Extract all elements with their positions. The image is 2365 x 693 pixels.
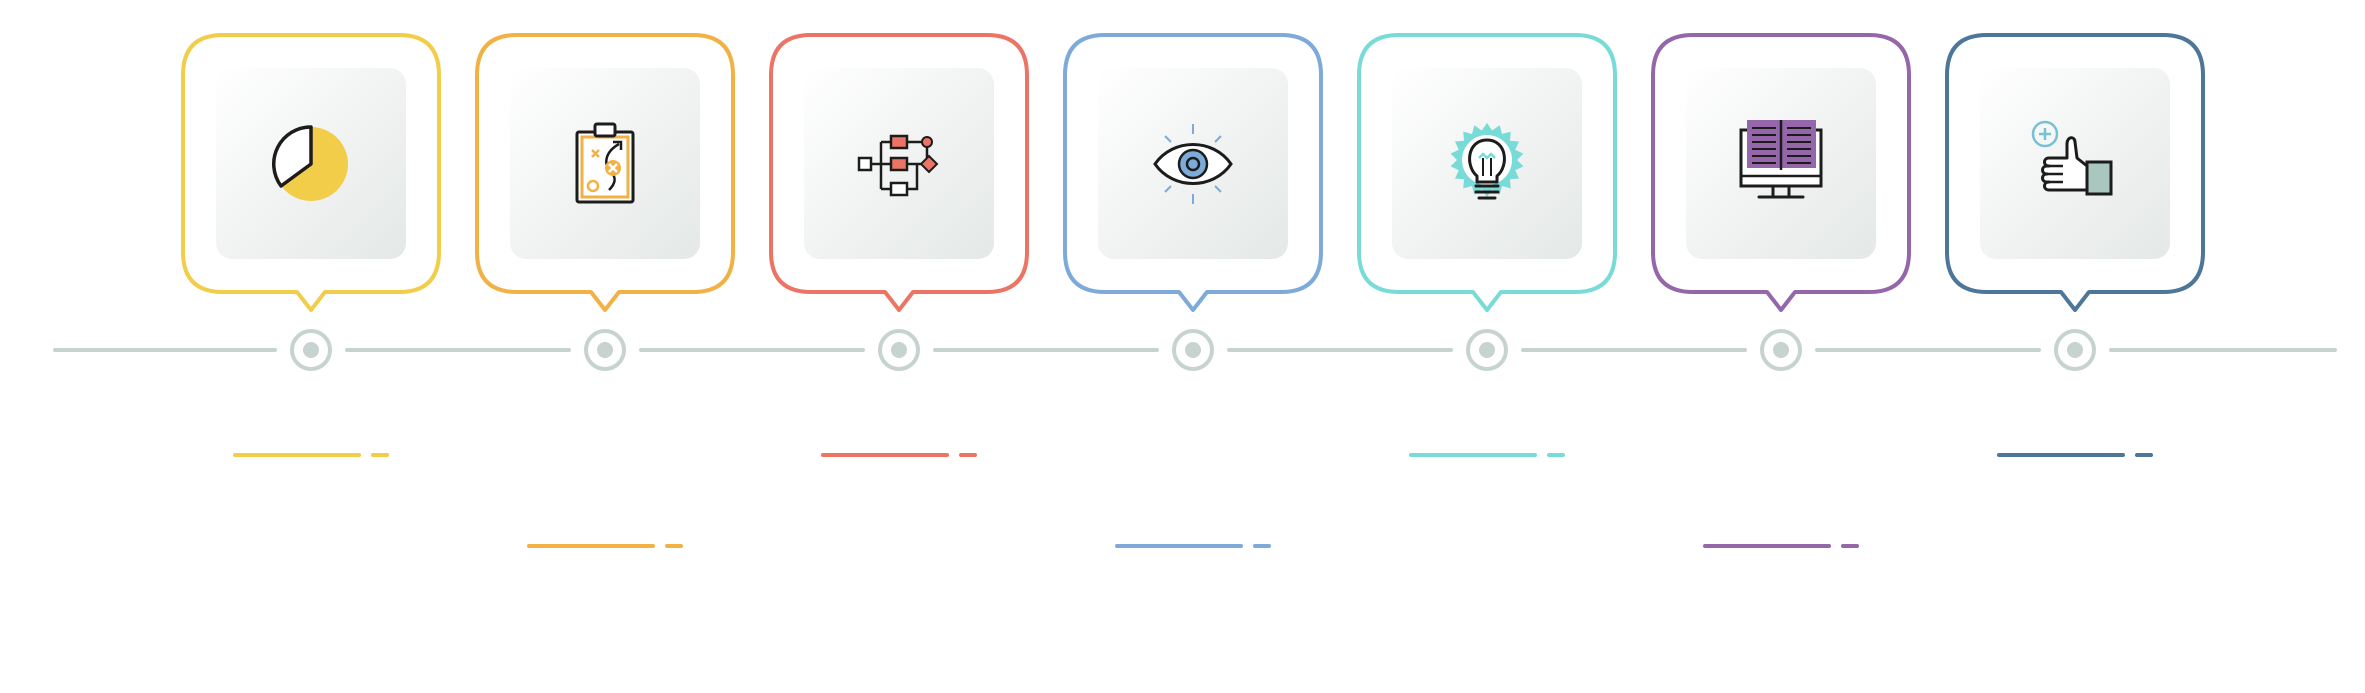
monitor-book-icon xyxy=(1739,120,1823,199)
eye-icon xyxy=(1153,124,1233,204)
timeline-step xyxy=(1945,33,2205,457)
timeline-step xyxy=(181,33,441,457)
timeline-step xyxy=(1357,33,1617,457)
timeline-node xyxy=(2054,329,2096,371)
timeline-node xyxy=(290,329,332,371)
lightbulb-icon xyxy=(1450,123,1524,200)
timeline-node xyxy=(584,329,626,371)
clipboard-strategy-icon xyxy=(575,122,635,204)
timeline-node xyxy=(1466,329,1508,371)
timeline-node xyxy=(1760,329,1802,371)
timeline-steps xyxy=(181,33,2205,548)
timeline-step xyxy=(475,33,735,548)
pie-chart-icon xyxy=(272,125,348,201)
timeline-node xyxy=(878,329,920,371)
timeline-node xyxy=(1172,329,1214,371)
thumbs-up-icon xyxy=(2031,120,2113,196)
timeline-step xyxy=(1651,33,1911,548)
flowchart-icon xyxy=(857,134,939,197)
timeline-step xyxy=(769,33,1029,457)
timeline-step xyxy=(1063,33,1323,548)
